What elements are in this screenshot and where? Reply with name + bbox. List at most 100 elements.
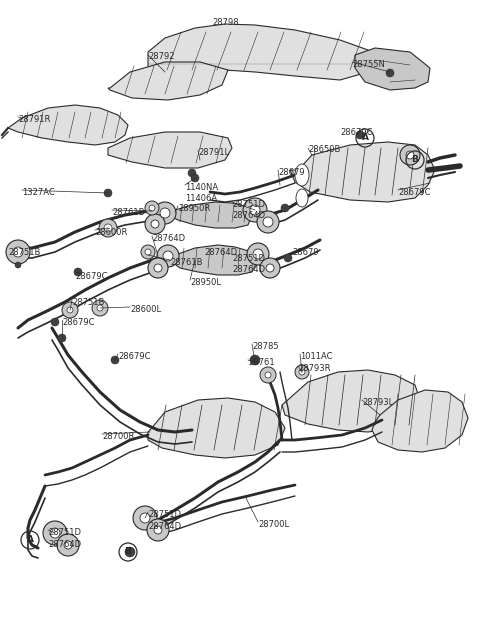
Circle shape	[92, 300, 108, 316]
Text: 28700R: 28700R	[102, 432, 134, 441]
Text: 1140NA: 1140NA	[185, 183, 218, 192]
Text: 28600R: 28600R	[95, 228, 127, 237]
Ellipse shape	[295, 164, 309, 186]
Circle shape	[154, 202, 176, 224]
Circle shape	[243, 198, 267, 222]
Circle shape	[406, 151, 414, 159]
Text: 28792: 28792	[148, 52, 175, 61]
Text: 1011AC: 1011AC	[300, 352, 333, 361]
Text: 28751D: 28751D	[148, 510, 181, 519]
Text: 28764D: 28764D	[148, 522, 181, 531]
Text: 28764D: 28764D	[232, 265, 265, 274]
Circle shape	[154, 264, 162, 272]
Circle shape	[104, 224, 112, 232]
Circle shape	[140, 513, 150, 523]
Polygon shape	[290, 142, 435, 202]
Circle shape	[145, 201, 159, 215]
Circle shape	[154, 526, 162, 534]
Circle shape	[386, 69, 394, 77]
Text: 28751D: 28751D	[232, 200, 265, 209]
Circle shape	[62, 302, 78, 318]
Text: 28950R: 28950R	[178, 204, 210, 213]
Text: 28679C: 28679C	[62, 318, 95, 327]
Text: 28761B: 28761B	[112, 208, 144, 217]
Circle shape	[151, 220, 159, 228]
Circle shape	[157, 245, 179, 267]
Circle shape	[50, 528, 60, 538]
Circle shape	[111, 356, 119, 364]
Polygon shape	[170, 245, 258, 275]
Text: B: B	[125, 547, 132, 557]
Circle shape	[400, 145, 420, 165]
Circle shape	[58, 334, 66, 342]
Text: A: A	[361, 133, 369, 142]
Text: 28793R: 28793R	[298, 364, 331, 373]
Polygon shape	[372, 390, 468, 452]
Circle shape	[188, 169, 196, 177]
Circle shape	[141, 245, 155, 259]
Circle shape	[15, 262, 21, 268]
Text: 28764D: 28764D	[48, 540, 81, 549]
Circle shape	[260, 367, 276, 383]
Circle shape	[265, 372, 271, 378]
Text: 28764D: 28764D	[232, 211, 265, 220]
Circle shape	[74, 268, 82, 276]
Text: 28751D: 28751D	[48, 528, 81, 537]
Polygon shape	[108, 62, 228, 100]
Circle shape	[260, 258, 280, 278]
Text: 28761B: 28761B	[170, 258, 203, 267]
Circle shape	[253, 249, 263, 259]
Circle shape	[295, 365, 309, 379]
Circle shape	[99, 219, 117, 237]
Circle shape	[191, 174, 199, 182]
Text: 28679C: 28679C	[75, 272, 108, 281]
Circle shape	[133, 506, 157, 530]
Text: 28650B: 28650B	[308, 145, 340, 154]
Polygon shape	[282, 370, 420, 432]
Polygon shape	[168, 202, 252, 228]
Text: 1327AC: 1327AC	[22, 188, 55, 197]
Polygon shape	[8, 105, 128, 145]
Circle shape	[299, 369, 305, 375]
Circle shape	[145, 214, 165, 234]
Circle shape	[125, 547, 135, 557]
Text: 28764D: 28764D	[152, 234, 185, 243]
Circle shape	[43, 521, 67, 545]
Circle shape	[147, 519, 169, 541]
Ellipse shape	[296, 189, 308, 207]
Polygon shape	[355, 48, 430, 90]
Circle shape	[145, 249, 151, 255]
Circle shape	[97, 305, 103, 311]
Circle shape	[148, 258, 168, 278]
Circle shape	[281, 204, 289, 212]
Text: 28791L: 28791L	[198, 148, 229, 157]
Circle shape	[266, 264, 274, 272]
Circle shape	[163, 251, 173, 261]
Circle shape	[250, 205, 260, 215]
Text: 28751B: 28751B	[8, 248, 40, 257]
Text: 28751D: 28751D	[232, 254, 265, 263]
Text: 28791R: 28791R	[18, 115, 50, 124]
Text: 28764D: 28764D	[204, 248, 237, 257]
Circle shape	[104, 189, 112, 197]
Circle shape	[356, 131, 364, 139]
Circle shape	[263, 217, 273, 227]
Circle shape	[57, 534, 79, 556]
Polygon shape	[108, 132, 232, 168]
Polygon shape	[148, 24, 380, 80]
Text: 28679: 28679	[292, 248, 319, 257]
Text: 28700L: 28700L	[258, 520, 289, 529]
Text: 28793L: 28793L	[362, 398, 393, 407]
Circle shape	[247, 243, 269, 265]
Text: 28600L: 28600L	[130, 305, 161, 314]
Text: B: B	[411, 155, 419, 164]
Text: 28755N: 28755N	[352, 60, 385, 69]
Circle shape	[250, 355, 260, 365]
Text: 28798: 28798	[213, 18, 240, 27]
Circle shape	[6, 240, 30, 264]
Text: A: A	[26, 535, 34, 545]
Text: 28751B: 28751B	[72, 298, 104, 307]
Circle shape	[51, 318, 59, 326]
Circle shape	[160, 208, 170, 218]
Text: 11406A: 11406A	[185, 194, 217, 203]
